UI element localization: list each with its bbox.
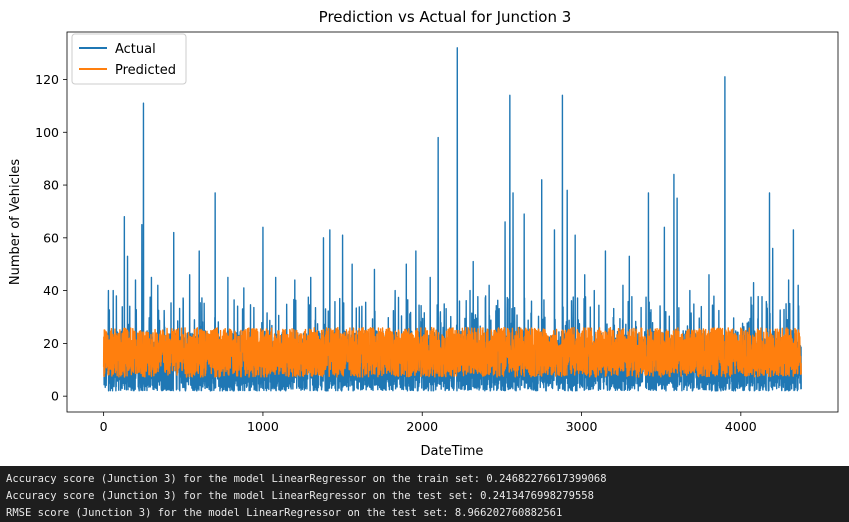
legend: Actual Predicted	[71, 33, 187, 85]
legend-box	[71, 33, 187, 85]
y-axis-label: Number of Vehicles	[8, 159, 23, 286]
console-output: Accuracy score (Junction 3) for the mode…	[0, 466, 849, 522]
line-chart: Prediction vs Actual for Junction 3 0 100…	[8, 8, 839, 459]
chart-title: Prediction vs Actual for Junction 3	[319, 8, 572, 26]
x-axis-label: DateTime	[421, 444, 484, 459]
console-line: RMSE score (Junction 3) for the model Li…	[6, 507, 563, 519]
plot-frame	[66, 31, 839, 413]
x-tick-label: 0	[100, 419, 108, 434]
y-tick-label: 80	[43, 178, 59, 193]
x-tick-label: 2000	[406, 419, 438, 434]
x-tick-label: 3000	[566, 419, 598, 434]
y-tick-label: 100	[35, 125, 59, 140]
x-tick-label: 1000	[247, 419, 279, 434]
series-line-predicted	[102, 326, 802, 378]
y-tick-label: 0	[51, 389, 59, 404]
console-line: Accuracy score (Junction 3) for the mode…	[6, 490, 594, 502]
series-layer	[102, 47, 802, 392]
x-axis-ticks: 0 1000 2000 3000 4000	[100, 412, 757, 434]
x-tick-label: 4000	[725, 419, 757, 434]
y-tick-label: 60	[43, 230, 59, 245]
y-axis-ticks: 0 20 40 60 80 100 120	[35, 72, 67, 404]
y-tick-label: 120	[35, 72, 59, 87]
legend-predicted-label: Predicted	[115, 63, 176, 78]
legend-actual-label: Actual	[115, 42, 156, 57]
console-line: Accuracy score (Junction 3) for the mode…	[6, 473, 607, 485]
y-tick-label: 40	[43, 283, 59, 298]
y-tick-label: 20	[43, 336, 59, 351]
chart-area: Prediction vs Actual for Junction 3 0 100…	[8, 8, 839, 459]
